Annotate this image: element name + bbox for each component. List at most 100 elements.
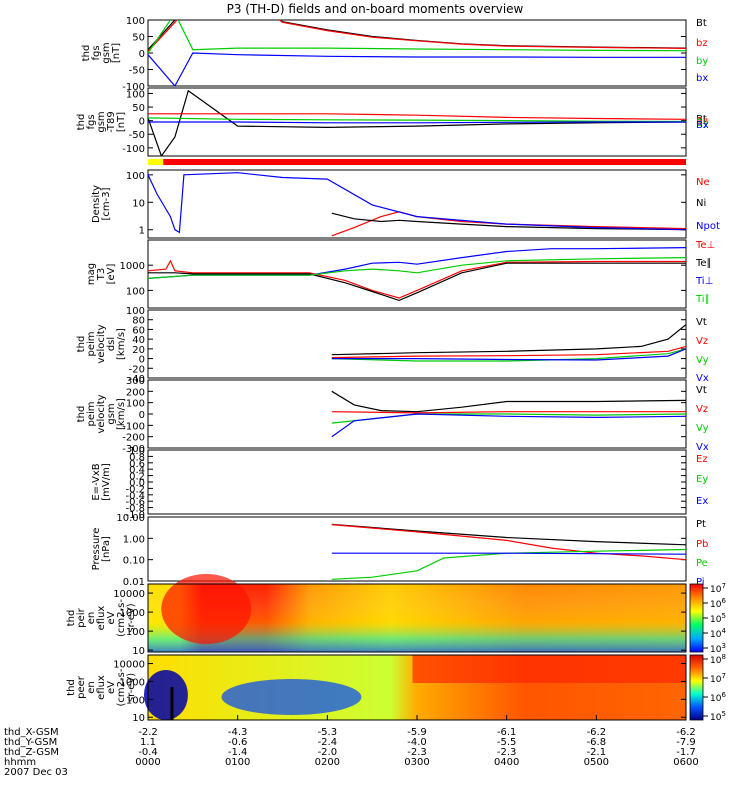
x-tick-label: 0200 xyxy=(315,757,340,768)
y-tick-label: -20 xyxy=(129,364,145,375)
y-tick-label: 1000 xyxy=(120,261,145,272)
y-tick-label: 0.6 xyxy=(129,459,145,470)
legend-Ey: Ey xyxy=(696,474,708,485)
x-tick-label: -1.4 xyxy=(228,747,248,758)
y-tick-label: 60 xyxy=(132,325,145,336)
y-tick-label: 0.8 xyxy=(129,452,145,463)
legend-Vy: Vy xyxy=(696,355,709,366)
y-axis-label: [km/s] xyxy=(116,398,127,430)
legend-By: By xyxy=(696,118,709,129)
y-axis-label: gsm xyxy=(106,403,117,424)
y-tick-label: 100 xyxy=(126,89,145,100)
y-axis-label: Density xyxy=(91,185,102,223)
spectrogram-high-flux xyxy=(412,655,686,683)
legend-Vz: Vz xyxy=(696,404,708,415)
y-axis-label: [nT] xyxy=(111,43,122,63)
x-tick-label: -2.4 xyxy=(318,737,338,748)
x-tick-label: 0600 xyxy=(673,757,698,768)
y-tick-label: 100 xyxy=(126,627,145,638)
panel-frame xyxy=(147,449,687,515)
panel-frame xyxy=(147,169,687,239)
y-axis-label: (cm2-s- xyxy=(116,599,127,637)
y-axis-label: mag xyxy=(86,263,97,285)
y-tick-label: 0.4 xyxy=(129,465,145,476)
colorbar-tick-label: 108 xyxy=(710,653,726,666)
y-tick-label: 200 xyxy=(126,387,145,398)
series-Pb-line xyxy=(331,524,686,561)
spectrogram-low-flux xyxy=(143,670,188,720)
colorbar-tick-label: 105 xyxy=(710,710,726,723)
y-tick-label: -0.6 xyxy=(125,497,145,508)
y-axis-label: [cm-3] xyxy=(101,187,112,220)
y-axis-label: peim xyxy=(86,401,97,426)
x-tick-label: -6.8 xyxy=(587,737,607,748)
legend-Vx: Vx xyxy=(696,373,709,384)
y-axis-label: [eV] xyxy=(106,264,117,285)
y-tick-label: -50 xyxy=(129,66,145,77)
x-tick-label: 0500 xyxy=(584,757,609,768)
colorbar xyxy=(689,583,704,653)
panel-3 xyxy=(147,169,687,239)
colorbar-tick-label: 105 xyxy=(710,612,726,625)
series-Bt-line xyxy=(148,89,686,156)
x-tick-label: -2.2 xyxy=(138,727,158,738)
x-tick-label: 0300 xyxy=(404,757,429,768)
y-tick-label: 10 xyxy=(132,713,145,724)
y-tick-label: 40 xyxy=(132,335,145,346)
x-tick-label: -4.3 xyxy=(228,727,248,738)
series-Vt-line xyxy=(331,390,686,413)
y-tick-label: 300 xyxy=(126,376,145,387)
y-tick-label: 10000 xyxy=(113,660,145,671)
y-axis-label: fgs xyxy=(91,45,102,60)
legend-Ni: Ni xyxy=(696,198,706,209)
y-tick-label: 80 xyxy=(132,316,145,327)
panel-frame xyxy=(147,583,687,653)
panel-frame xyxy=(147,19,687,87)
y-axis-label: thd xyxy=(66,610,77,627)
legend-Bz: Bz xyxy=(696,116,708,127)
y-axis-label: velocity xyxy=(96,324,107,363)
y-axis-label: thd xyxy=(76,114,87,131)
y-tick-label: 20 xyxy=(132,345,145,356)
legend-Ez: Ez xyxy=(696,454,708,465)
y-tick-label: 0.2 xyxy=(129,472,145,483)
x-tick-label: -0.6 xyxy=(228,737,248,748)
panel-4 xyxy=(147,239,687,309)
x-tick-label: 0000 xyxy=(135,757,160,768)
mode-bar-red xyxy=(163,159,686,165)
y-tick-label: 50 xyxy=(132,33,145,44)
legend-Bx: Bx xyxy=(696,120,709,131)
y-axis-label: fgs xyxy=(86,114,97,129)
panel-6 xyxy=(147,379,687,449)
y-tick-label: 1000 xyxy=(120,608,145,619)
y-tick-label: -100 xyxy=(122,144,145,155)
y-tick-label: 100 xyxy=(126,16,145,27)
x-tick-label: -0.4 xyxy=(138,747,158,758)
y-tick-label: 0.01 xyxy=(123,577,145,588)
series-Pe-line xyxy=(331,548,686,580)
series-bz-line xyxy=(148,20,686,52)
legend-Vt: Vt xyxy=(696,385,707,396)
y-tick-label: 100 xyxy=(126,399,145,410)
y-tick-label: 0.0 xyxy=(129,478,145,489)
chart-title: P3 (TH-D) fields and on-board moments ov… xyxy=(227,2,524,16)
y-axis-label: [nPa] xyxy=(101,536,112,562)
colorbar-tick-label: 107 xyxy=(710,672,726,685)
y-tick-label: 0 xyxy=(139,49,145,60)
y-tick-label: 50 xyxy=(132,103,145,114)
series-Vt-line xyxy=(331,324,686,356)
x-tick-label: -6.1 xyxy=(497,727,517,738)
legend-Pi: Pi xyxy=(696,577,705,588)
y-tick-label: -0.2 xyxy=(125,484,145,495)
y-axis-label: (cm2-s- xyxy=(116,668,127,706)
series-Ti∥-line xyxy=(148,257,686,279)
y-tick-label: -300 xyxy=(122,444,145,455)
y-axis-label: thd xyxy=(76,336,87,353)
colorbar-tick-label: 107 xyxy=(710,582,726,595)
legend-Pe: Pe xyxy=(696,558,708,569)
y-tick-label: -100 xyxy=(122,82,145,93)
y-tick-label: 100 xyxy=(126,286,145,297)
y-axis-label: [km/s] xyxy=(116,328,127,360)
y-tick-label: -50 xyxy=(129,130,145,141)
